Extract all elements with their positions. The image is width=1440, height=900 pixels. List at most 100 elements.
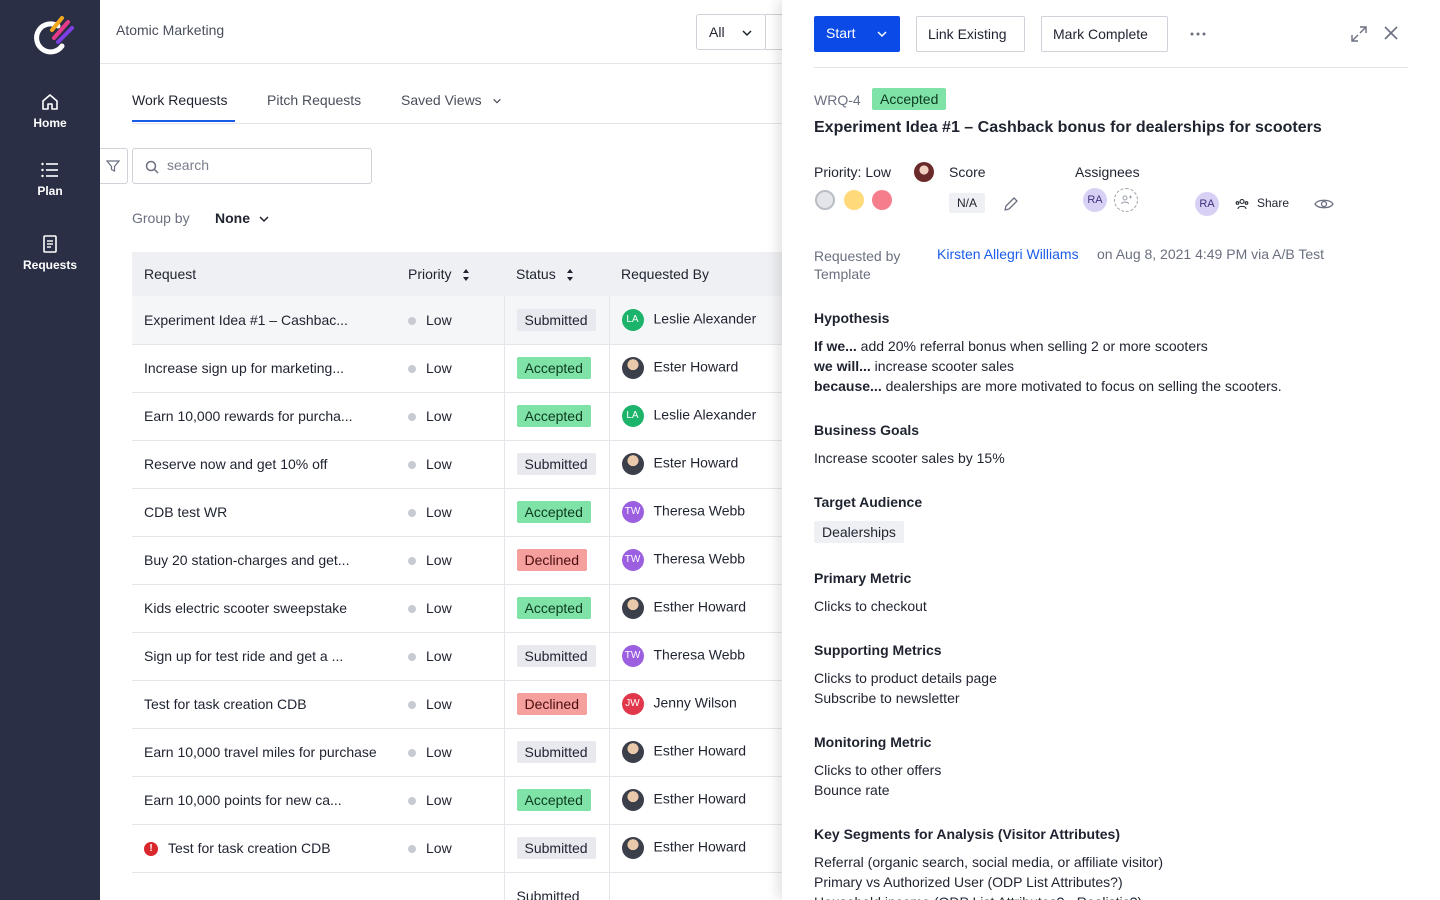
avatar (914, 162, 934, 182)
tab-saved-views[interactable]: Saved Views (401, 92, 502, 120)
search-icon (145, 160, 159, 174)
cell-request[interactable]: Experiment Idea #1 – Cashbac... (132, 296, 396, 345)
chevron-down-icon (877, 31, 887, 38)
status-badge: Submitted (516, 645, 596, 667)
cell-request[interactable]: Sign up for test ride and get a ... (132, 632, 396, 681)
cell-requested-by: Esther Howard (608, 584, 782, 633)
cell-request[interactable]: Earn 10,000 travel miles for purchase (132, 728, 396, 777)
table-row[interactable]: Test for task creation CDB Low Declined JW J… (132, 680, 782, 729)
cell-request[interactable]: ! Test for task creation CDB (132, 824, 396, 873)
col-status[interactable]: Status (504, 252, 609, 296)
avatar: TW (621, 501, 644, 523)
eye-icon[interactable] (1314, 196, 1334, 212)
priority-value: Low (426, 408, 452, 424)
cell-request[interactable]: Earn 10,000 rewards for purcha... (132, 392, 396, 441)
table-row[interactable]: Earn 10,000 points for new ca... Low Accep… (132, 776, 782, 825)
cell-request[interactable]: Kids electric scooter sweepstake (132, 584, 396, 633)
table-row[interactable]: Increase sign up for marketing... Low Acce… (132, 344, 782, 393)
search-input[interactable] (167, 157, 357, 173)
sort-icon[interactable] (566, 268, 574, 282)
business-goals-heading: Business Goals (814, 422, 920, 438)
more-options-icon[interactable] (1188, 24, 1208, 44)
share-button[interactable]: Share (1235, 196, 1289, 210)
table-row[interactable]: Buy 20 station-charges and get... Low Decl… (132, 536, 782, 585)
monitoring-metric-item: Clicks to other offers (814, 762, 942, 778)
cell-request[interactable] (132, 872, 396, 900)
start-button[interactable]: Start (814, 16, 900, 52)
col-status-label: Status (516, 265, 556, 282)
cell-request[interactable]: Increase sign up for marketing... (132, 344, 396, 393)
key-segment-item: Household income (ODP List Attributes? -… (814, 892, 1163, 900)
app-logo[interactable] (30, 16, 74, 60)
assignee-avatar[interactable]: RA (1083, 188, 1107, 212)
hypothesis-heading: Hypothesis (814, 310, 890, 326)
watcher-avatar[interactable]: RA (1195, 192, 1219, 216)
requester-name: Theresa Webb (653, 550, 746, 567)
cell-request[interactable]: Buy 20 station-charges and get... (132, 536, 396, 585)
pencil-icon[interactable] (1002, 195, 1020, 213)
col-requested-by[interactable]: Requested By (609, 252, 782, 296)
nav-requests[interactable]: Requests (0, 234, 100, 272)
home-icon (42, 94, 58, 110)
link-existing-button[interactable]: Link Existing (916, 16, 1025, 52)
cell-request[interactable]: Test for task creation CDB (132, 680, 396, 729)
cell-priority: Low (396, 728, 504, 777)
cell-request[interactable]: Earn 10,000 points for new ca... (132, 776, 396, 825)
table-row[interactable]: Earn 10,000 travel miles for purchase Low… (132, 728, 782, 777)
cell-status: Submitted (503, 824, 609, 873)
priority-value: Low (426, 744, 452, 760)
scope-select[interactable]: All (696, 14, 766, 50)
status-badge: Declined (516, 693, 587, 715)
cell-priority: Low (396, 824, 504, 873)
cell-request[interactable]: Reserve now and get 10% off (132, 440, 396, 489)
cell-status: Accepted (503, 776, 609, 825)
cell-requested-by: TW Theresa Webb (608, 536, 782, 585)
status-badge: Accepted (516, 597, 591, 619)
nav-home[interactable]: Home (0, 92, 100, 130)
monitoring-metric-heading: Monitoring Metric (814, 734, 932, 750)
table-row[interactable]: Submitted (132, 872, 782, 900)
cell-request[interactable]: CDB test WR (132, 488, 396, 537)
table-header-row: Request Priority Status Requested By (132, 252, 782, 296)
priority-dot-icon (408, 509, 416, 518)
top-bar: Atomic Marketing All (100, 0, 782, 64)
cell-priority: Low (396, 536, 504, 585)
priority-high-option[interactable] (872, 190, 892, 210)
primary-metric-text: Clicks to checkout (814, 598, 927, 614)
nav-plan[interactable]: Plan (0, 160, 100, 198)
table-row[interactable]: Experiment Idea #1 – Cashbac... Low Submit… (132, 296, 782, 345)
mark-complete-button[interactable]: Mark Complete (1041, 16, 1168, 52)
group-by-select[interactable]: None (215, 210, 270, 226)
table-row[interactable]: CDB test WR Low Accepted TW Theresa Webb (132, 488, 782, 537)
group-by-label: Group by (132, 210, 190, 226)
priority-dot-icon (408, 653, 416, 662)
col-request[interactable]: Request (132, 252, 396, 296)
priority-medium-option[interactable] (844, 190, 864, 210)
tab-work-requests[interactable]: Work Requests (132, 92, 235, 122)
requester-link[interactable]: Kirsten Allegri Williams (937, 246, 1079, 262)
col-priority[interactable]: Priority (396, 252, 504, 296)
col-requested-by-label: Requested By (621, 266, 709, 282)
expand-icon[interactable] (1350, 25, 1368, 43)
cell-status: Submitted (503, 632, 609, 681)
request-name: Increase sign up for marketing... (144, 360, 344, 376)
detail-panel: Start Link Existing Mark Complete WRQ-4 … (782, 0, 1440, 900)
hypothesis-will-text: increase scooter sales (870, 358, 1014, 374)
nav-home-label: Home (33, 116, 67, 130)
filter-button[interactable] (100, 148, 128, 184)
document-icon (43, 235, 57, 253)
avatar (621, 453, 644, 475)
sort-icon[interactable] (462, 268, 470, 282)
table-row[interactable]: Sign up for test ride and get a ... Low Su… (132, 632, 782, 681)
template-label: Template (814, 266, 871, 282)
search-scope-input[interactable] (765, 14, 782, 50)
table-row[interactable]: Kids electric scooter sweepstake Low Accep… (132, 584, 782, 633)
table-row[interactable]: Reserve now and get 10% off Low Submitted E… (132, 440, 782, 489)
table-row[interactable]: ! Test for task creation CDB Low Submitted E… (132, 824, 782, 873)
tab-pitch-requests[interactable]: Pitch Requests (267, 92, 362, 108)
nav-plan-label: Plan (37, 184, 63, 198)
priority-low-option[interactable] (815, 190, 835, 210)
add-assignee-button[interactable] (1114, 188, 1138, 212)
close-icon[interactable] (1383, 25, 1399, 41)
table-row[interactable]: Earn 10,000 rewards for purcha... Low Acce… (132, 392, 782, 441)
